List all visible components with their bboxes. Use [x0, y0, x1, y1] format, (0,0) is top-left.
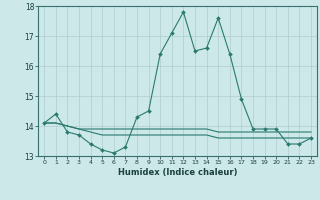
X-axis label: Humidex (Indice chaleur): Humidex (Indice chaleur)	[118, 168, 237, 177]
